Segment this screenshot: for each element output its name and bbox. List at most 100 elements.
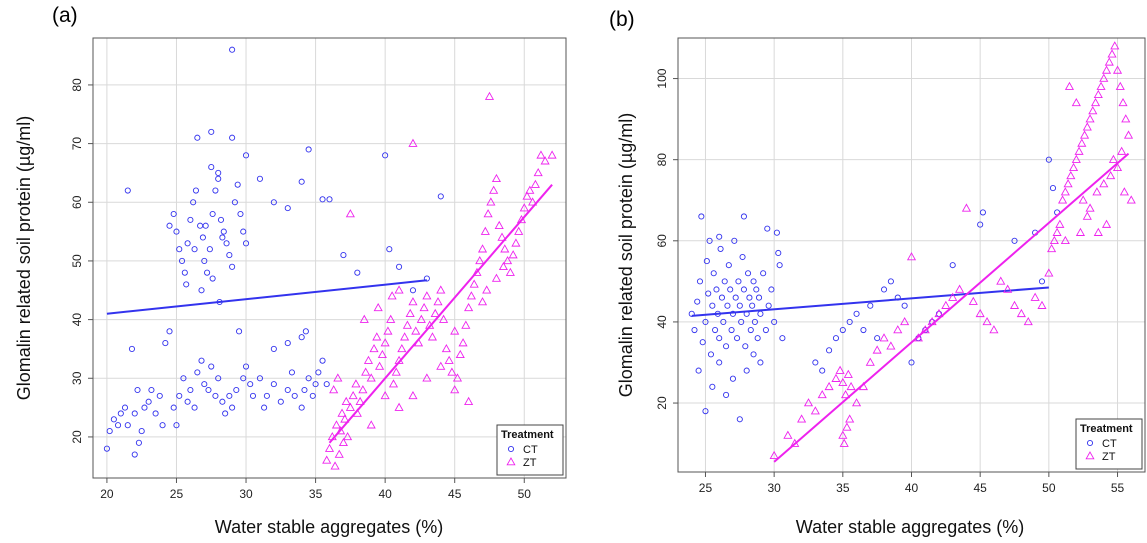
data-point-zt	[1071, 97, 1081, 107]
data-point-zt	[1101, 219, 1112, 228]
data-point-zt	[1037, 300, 1047, 309]
data-point-zt	[1123, 130, 1134, 139]
data-point-ct	[382, 152, 389, 159]
data-point-ct	[702, 318, 709, 325]
data-point-ct	[201, 257, 208, 264]
data-point-ct	[386, 246, 393, 253]
data-point-zt	[469, 279, 479, 288]
data-point-zt	[528, 197, 538, 206]
data-point-ct	[765, 302, 772, 309]
data-point-zt	[419, 302, 429, 312]
data-point-zt	[841, 390, 851, 399]
data-point-zt	[1099, 73, 1109, 82]
data-point-zt	[900, 317, 910, 326]
data-point-ct	[738, 318, 745, 325]
data-point-ct	[178, 257, 186, 264]
data-point-ct	[908, 359, 915, 366]
data-point-zt	[1071, 154, 1081, 163]
data-point-ct	[199, 234, 206, 241]
x-tick-label: 20	[100, 487, 114, 501]
data-point-zt	[373, 302, 383, 312]
data-point-zt	[427, 332, 438, 341]
fit-line-zt	[773, 152, 1130, 463]
data-point-zt	[484, 91, 495, 100]
data-point-zt	[1055, 219, 1065, 228]
data-point-zt	[340, 414, 350, 423]
data-point-ct	[229, 263, 236, 270]
data-point-ct	[226, 392, 233, 399]
data-point-zt	[810, 406, 820, 415]
data-point-ct	[775, 249, 782, 257]
legend-marker-zt	[1085, 451, 1095, 460]
y-axis-title: Glomalin related soil protein (µg/ml)	[14, 116, 34, 400]
data-point-zt	[498, 261, 508, 271]
data-point-ct	[208, 363, 215, 370]
data-point-ct	[121, 404, 129, 411]
data-point-ct	[731, 237, 738, 244]
data-point-ct	[695, 367, 702, 374]
data-point-ct	[1011, 237, 1018, 244]
data-point-zt	[1078, 195, 1088, 204]
data-point-zt	[500, 244, 510, 253]
data-point-ct	[740, 286, 747, 293]
data-point-ct	[263, 392, 270, 399]
y-tick-label: 50	[70, 254, 84, 268]
data-point-ct	[713, 286, 720, 293]
data-point-zt	[1093, 227, 1103, 236]
data-point-zt	[536, 150, 546, 159]
data-point-ct	[242, 152, 250, 159]
data-point-ct	[162, 340, 169, 347]
data-point-ct	[215, 375, 222, 382]
data-point-zt	[343, 432, 353, 441]
data-point-ct	[240, 375, 247, 382]
legend-title: Treatment	[1080, 423, 1133, 435]
data-point-zt	[845, 414, 855, 423]
data-point-zt	[361, 367, 371, 376]
panel-a: 20 25 30 35 40 45 50 20 30 40 50 60 70 80 (a) Water sta…	[14, 4, 567, 537]
data-point-zt	[1110, 41, 1120, 50]
data-point-zt	[436, 285, 446, 294]
data-point-ct	[242, 363, 250, 370]
data-point-zt	[436, 361, 446, 370]
data-point-ct	[166, 222, 173, 229]
data-point-zt	[334, 449, 344, 458]
data-point-ct	[739, 253, 746, 261]
data-point-zt	[1003, 284, 1013, 293]
data-point-ct	[734, 335, 741, 342]
data-point-ct	[291, 392, 298, 399]
data-point-zt	[416, 314, 426, 323]
data-point-zt	[1060, 235, 1070, 245]
data-point-zt	[450, 385, 460, 394]
data-point-ct	[117, 410, 124, 417]
data-point-zt	[405, 308, 415, 317]
data-point-zt	[838, 430, 848, 439]
data-point-zt	[408, 390, 418, 400]
data-point-zt	[1099, 179, 1109, 188]
data-point-ct	[729, 375, 736, 382]
data-point-ct	[768, 286, 775, 293]
x-tick-label: 25	[699, 481, 713, 495]
data-point-ct	[181, 269, 188, 276]
data-point-ct	[145, 398, 152, 405]
data-point-ct	[703, 258, 710, 265]
data-point-ct	[723, 391, 730, 398]
x-tick-label: 50	[518, 487, 532, 501]
data-point-zt	[497, 232, 507, 241]
data-point-zt	[477, 297, 488, 306]
data-point-zt	[1079, 130, 1090, 139]
data-point-zt	[505, 267, 515, 276]
data-point-zt	[1093, 89, 1103, 99]
data-point-ct	[771, 318, 778, 325]
data-point-ct	[106, 428, 113, 435]
data-point-zt	[968, 296, 978, 305]
x-tick-label: 25	[170, 487, 184, 501]
fit-line-ct	[691, 286, 1049, 317]
data-point-ct	[173, 228, 180, 235]
data-point-zt	[1085, 114, 1095, 123]
data-point-ct	[166, 328, 173, 335]
data-point-zt	[511, 238, 521, 247]
data-point-ct	[148, 386, 155, 394]
data-point-zt	[486, 197, 496, 206]
y-tick-label: 60	[70, 195, 84, 209]
